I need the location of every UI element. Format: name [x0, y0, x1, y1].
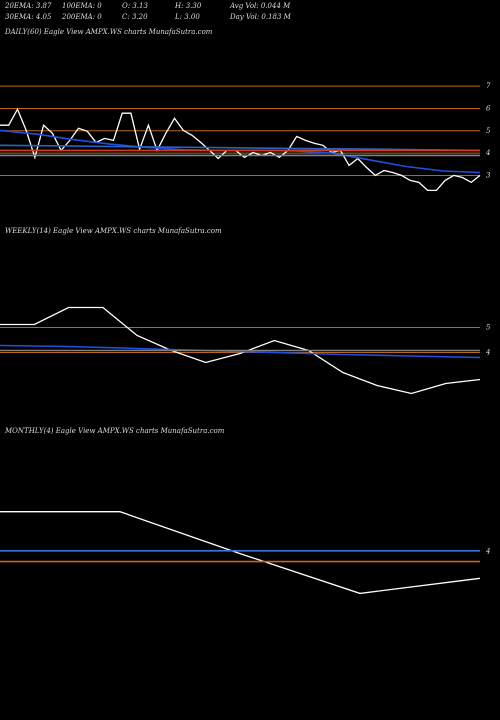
y-tick-label: 4: [485, 548, 490, 556]
header-stat: C: 3.20: [122, 13, 148, 21]
panel-title: WEEKLY(14) Eagle View AMPX.WS charts Mun…: [5, 227, 222, 235]
y-tick-label: 3: [486, 171, 491, 179]
panel-title: MONTHLY(4) Eagle View AMPX.WS charts Mun…: [4, 427, 225, 435]
y-tick-label: 5: [486, 127, 491, 135]
header-stat: 30EMA: 4.05: [5, 13, 52, 21]
series-line: [0, 144, 481, 152]
y-tick-label: 7: [486, 82, 491, 90]
series-line: [0, 306, 481, 395]
series-line: [0, 344, 481, 359]
header-stat: 20EMA: 3.87: [4, 2, 52, 10]
series-line: [0, 107, 481, 192]
y-tick-label: 6: [486, 104, 491, 112]
header-stat: 200EMA: 0: [61, 13, 102, 21]
header-stat: L: 3.00: [174, 13, 200, 21]
header-stat: Day Vol: 0.183 M: [229, 13, 292, 21]
header-stat: Avg Vol: 0.044 M: [229, 2, 291, 10]
header-stat: H: 3.30: [174, 2, 202, 10]
series-line: [0, 511, 481, 595]
header-stat: 100EMA: 0: [62, 2, 102, 10]
header-stat: O: 3.13: [122, 2, 148, 10]
y-tick-label: 4: [485, 149, 490, 157]
y-tick-label: 4: [485, 349, 490, 357]
panel-title: DAILY(60) Eagle View AMPX.WS charts Muna…: [4, 28, 213, 36]
y-tick-label: 5: [486, 324, 491, 332]
